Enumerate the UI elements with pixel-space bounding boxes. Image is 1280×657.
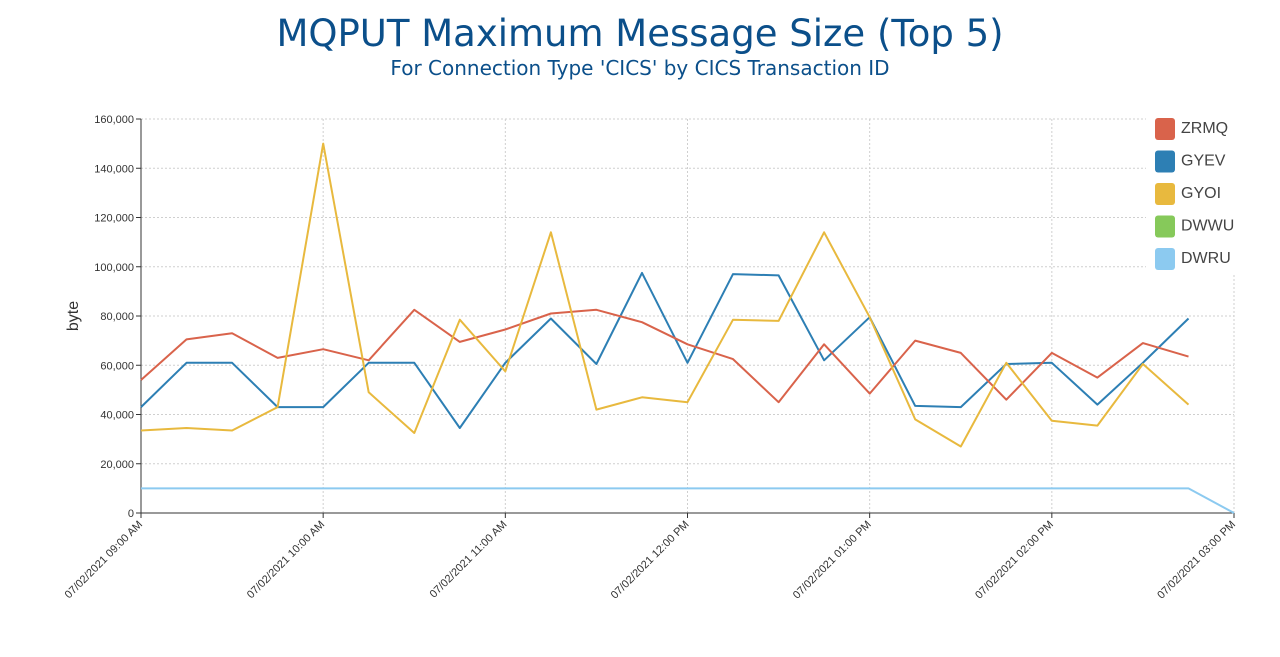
legend-label-dwru[interactable]: DWRU (1181, 250, 1231, 267)
legend-swatch-gyev[interactable] (1155, 150, 1175, 173)
legend-label-zrmq[interactable]: ZRMQ (1181, 120, 1228, 137)
x-tick-label: 07/02/2021 09:00 AM (63, 519, 145, 601)
y-axis-ticks: 0 20,000 40,000 60,000 80,000 100,000 120,000 1… (94, 114, 141, 520)
y-tick-label: 60,000 (100, 360, 134, 372)
series-line-zrmq (140, 308, 1189, 404)
y-tick-label: 100,000 (94, 262, 134, 274)
grid-lines (141, 118, 1235, 513)
y-tick-label: 40,000 (100, 410, 134, 422)
x-tick-label: 07/02/2021 10:00 AM (245, 519, 327, 601)
legend-swatch-dwwu[interactable] (1155, 215, 1175, 238)
chart-subtitle: For Connection Type 'CICS' by CICS Trans… (390, 56, 890, 80)
y-tick-label: 20,000 (100, 459, 134, 471)
x-tick-label: 07/02/2021 03:00 PM (1155, 519, 1238, 602)
legend-swatch-dwru[interactable] (1155, 248, 1175, 270)
y-tick-label: 0 (128, 508, 134, 520)
y-axis-label: byte (65, 301, 82, 331)
series-line-gyev (140, 271, 1190, 429)
y-tick-label: 160,000 (94, 114, 134, 126)
series-line-dwru (141, 487, 1235, 514)
x-tick-label: 07/02/2021 02:00 PM (973, 519, 1056, 602)
y-tick-label: 120,000 (94, 213, 134, 225)
chart-title: MQPUT Maximum Message Size (Top 5) (276, 12, 1004, 55)
x-axis-ticks: 07/02/2021 09:00 AM 07/02/2021 10:00 AM 07… (63, 513, 1238, 602)
x-tick-label: 07/02/2021 11:00 AM (428, 519, 510, 601)
x-tick-label: 07/02/2021 01:00 PM (791, 519, 874, 602)
x-tick-label: 07/02/2021 12:00 PM (609, 519, 692, 602)
legend-swatch-zrmq[interactable] (1155, 118, 1175, 140)
y-tick-label: 140,000 (94, 163, 134, 175)
legend-label-gyev[interactable]: GYEV (1181, 153, 1226, 170)
series-line-gyoi (140, 142, 1190, 448)
series-lines (140, 142, 1235, 514)
legend: ZRMQ GYEV GYOI DWWU DWRU (1146, 112, 1246, 274)
y-tick-label: 80,000 (100, 311, 134, 323)
legend-swatch-gyoi[interactable] (1155, 183, 1175, 205)
legend-label-gyoi[interactable]: GYOI (1181, 185, 1221, 202)
legend-label-dwwu[interactable]: DWWU (1181, 218, 1234, 235)
